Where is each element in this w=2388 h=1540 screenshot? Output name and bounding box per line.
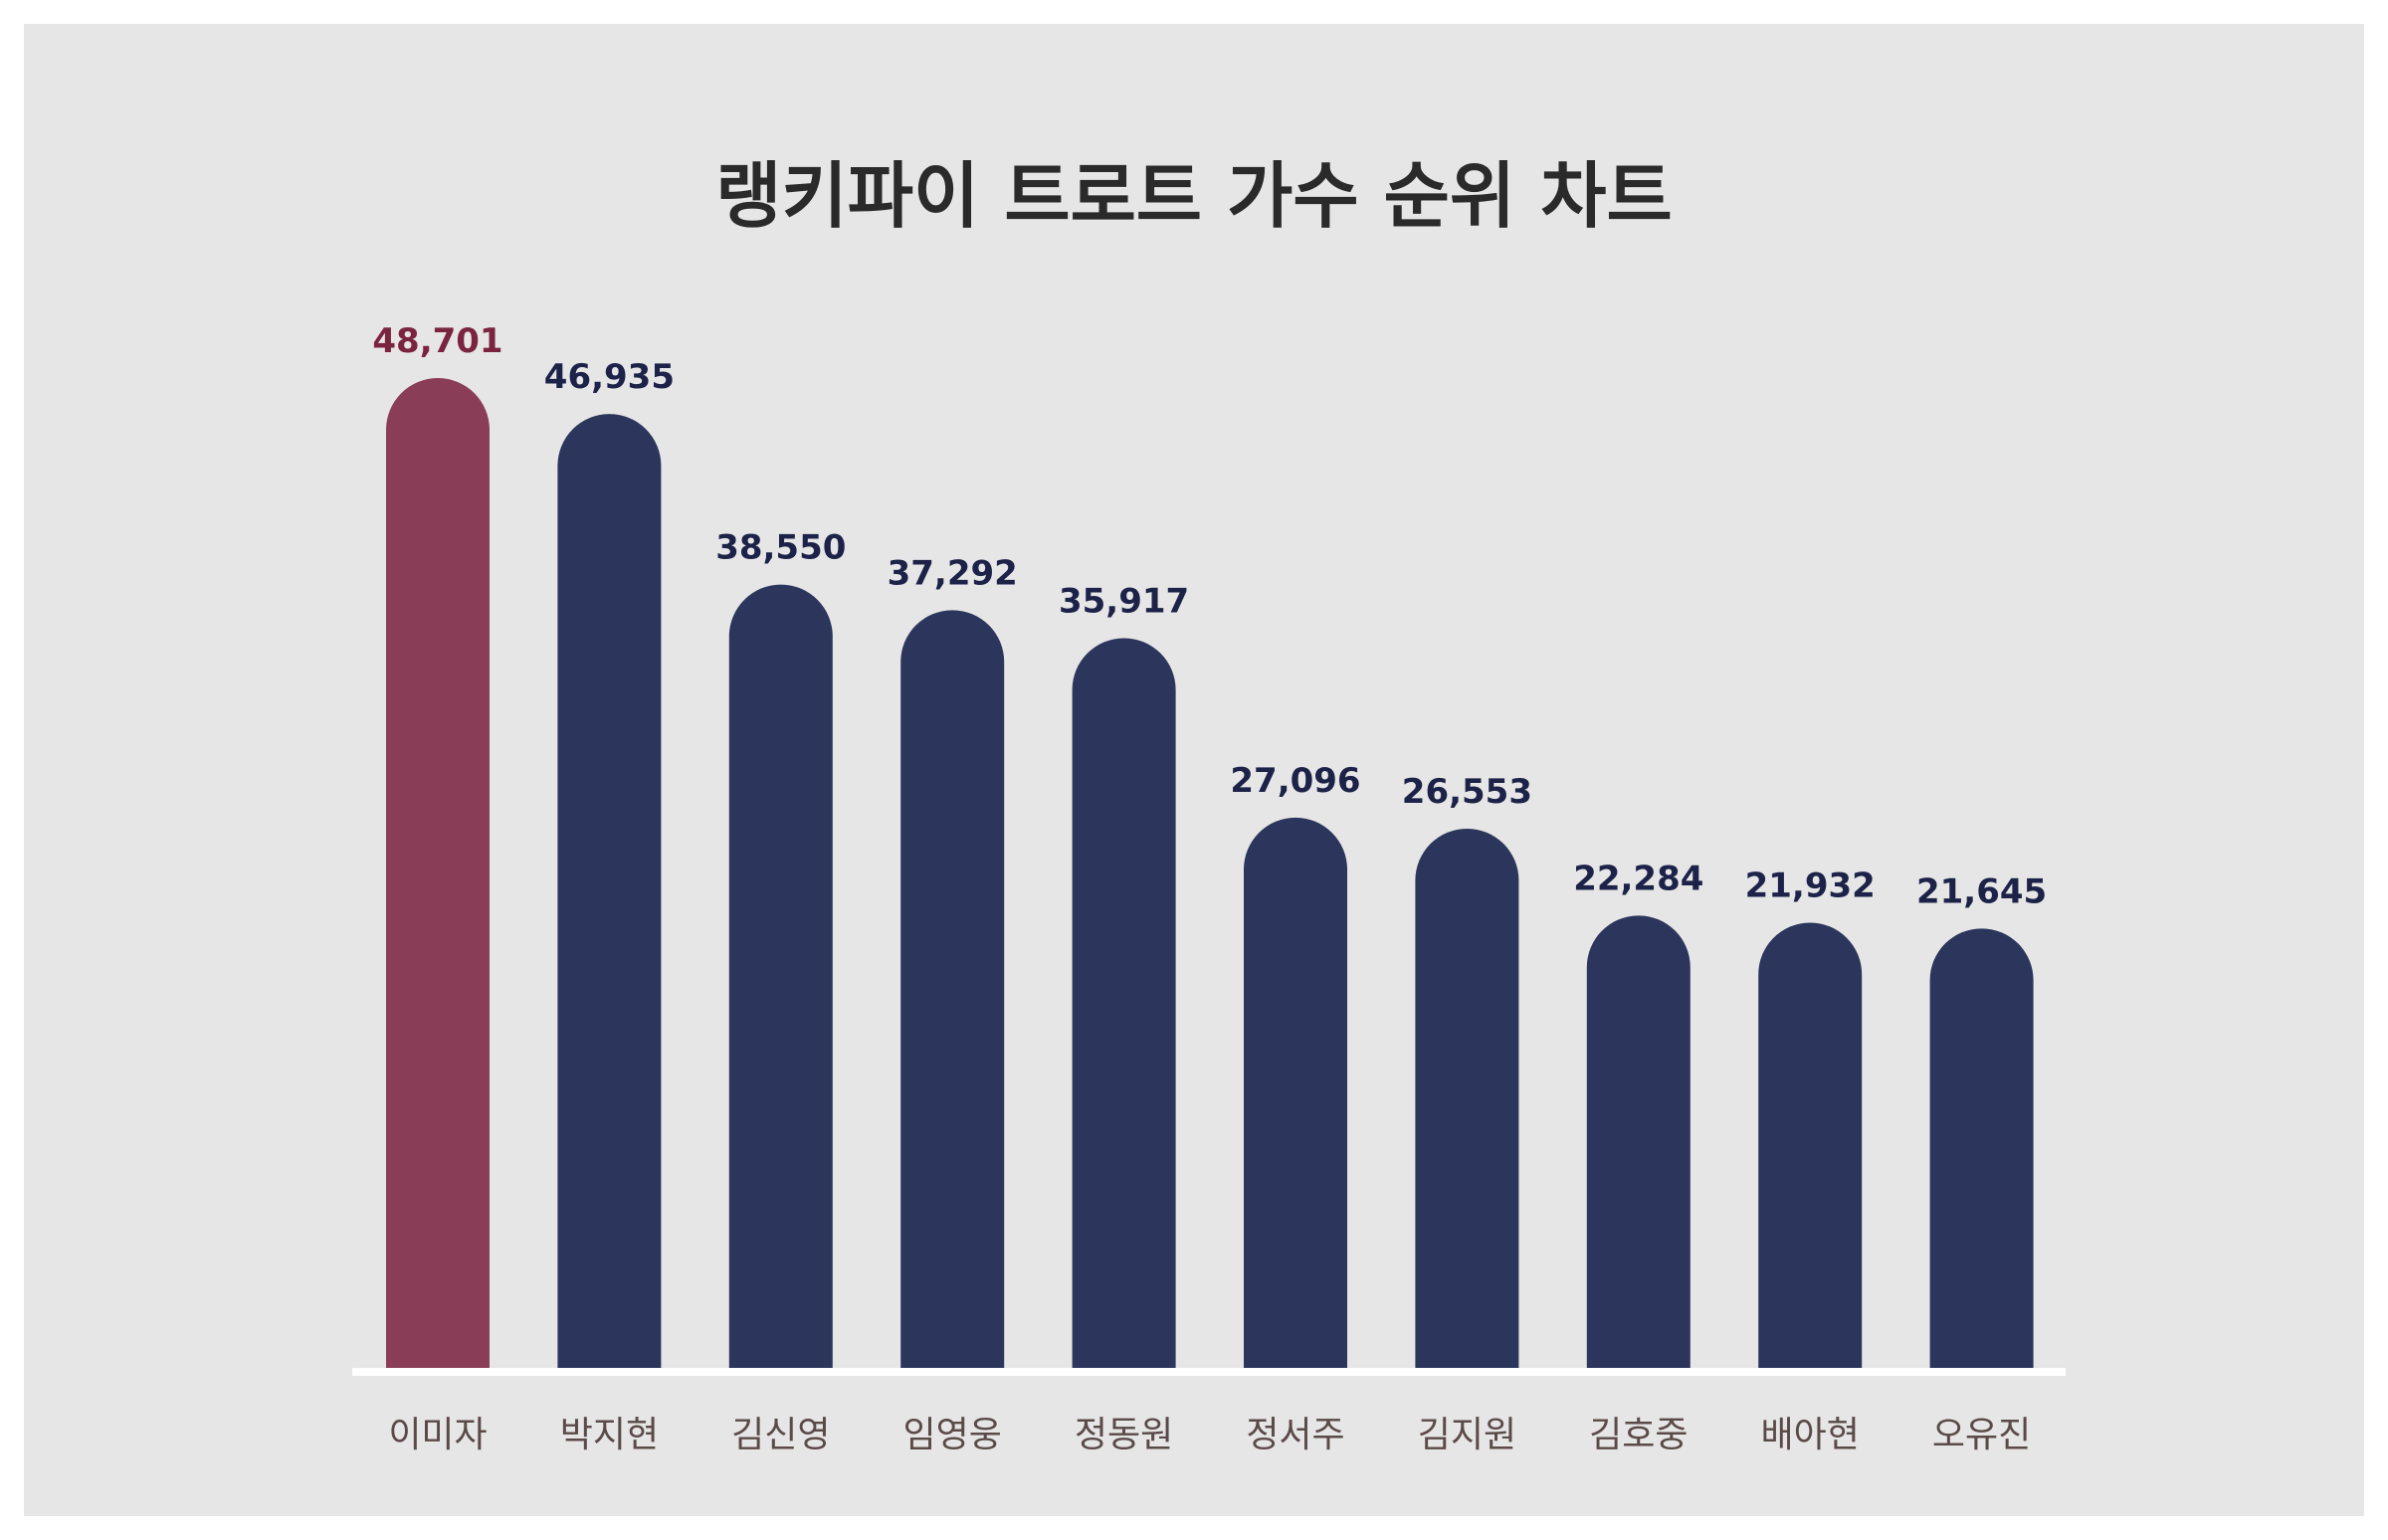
- x-axis-baseline: [352, 1368, 2066, 1376]
- bar-6: [1415, 828, 1519, 1369]
- value-labels-group: 48,701 46,935 38,550 37,292 35,917 27,096 26,5…: [372, 321, 2047, 911]
- category-label-9: 오유진: [1932, 1415, 2031, 1455]
- bar-8: [1758, 922, 1863, 1369]
- value-label-0: 48,701: [372, 321, 502, 361]
- value-label-7: 22,284: [1573, 859, 1703, 898]
- bar-4: [1072, 638, 1176, 1369]
- value-label-4: 35,917: [1059, 581, 1189, 621]
- category-label-6: 김지원: [1418, 1415, 1516, 1455]
- value-label-1: 46,935: [544, 357, 675, 397]
- bar-0: [386, 378, 490, 1369]
- category-labels-group: 이미자 박지현 김신영 임영웅 정동원 정서주 김지원 김호중 배아현 오유진: [388, 1415, 2031, 1455]
- bar-1: [557, 414, 662, 1369]
- bar-7: [1586, 915, 1691, 1369]
- value-label-8: 21,932: [1745, 866, 1876, 905]
- category-label-7: 김호중: [1589, 1415, 1688, 1455]
- category-label-0: 이미자: [388, 1415, 487, 1455]
- category-label-5: 정서주: [1246, 1415, 1344, 1455]
- chart-title: 랭키파이 트로트 가수 순위 차트: [715, 154, 1672, 238]
- bar-3: [900, 610, 1005, 1369]
- category-label-1: 박지현: [560, 1415, 659, 1455]
- bar-9: [1929, 928, 2034, 1369]
- category-label-3: 임영웅: [903, 1415, 1002, 1455]
- value-label-3: 37,292: [888, 553, 1018, 593]
- category-label-4: 정동원: [1075, 1415, 1173, 1455]
- value-label-6: 26,553: [1402, 772, 1532, 812]
- bars-group: [386, 378, 2034, 1369]
- value-label-5: 27,096: [1230, 761, 1360, 801]
- category-label-2: 김신영: [731, 1415, 830, 1455]
- bar-5: [1244, 817, 1347, 1369]
- value-label-2: 38,550: [715, 528, 846, 568]
- bar-2: [728, 584, 833, 1369]
- value-label-9: 21,645: [1916, 871, 2047, 911]
- category-label-8: 배아현: [1761, 1415, 1860, 1455]
